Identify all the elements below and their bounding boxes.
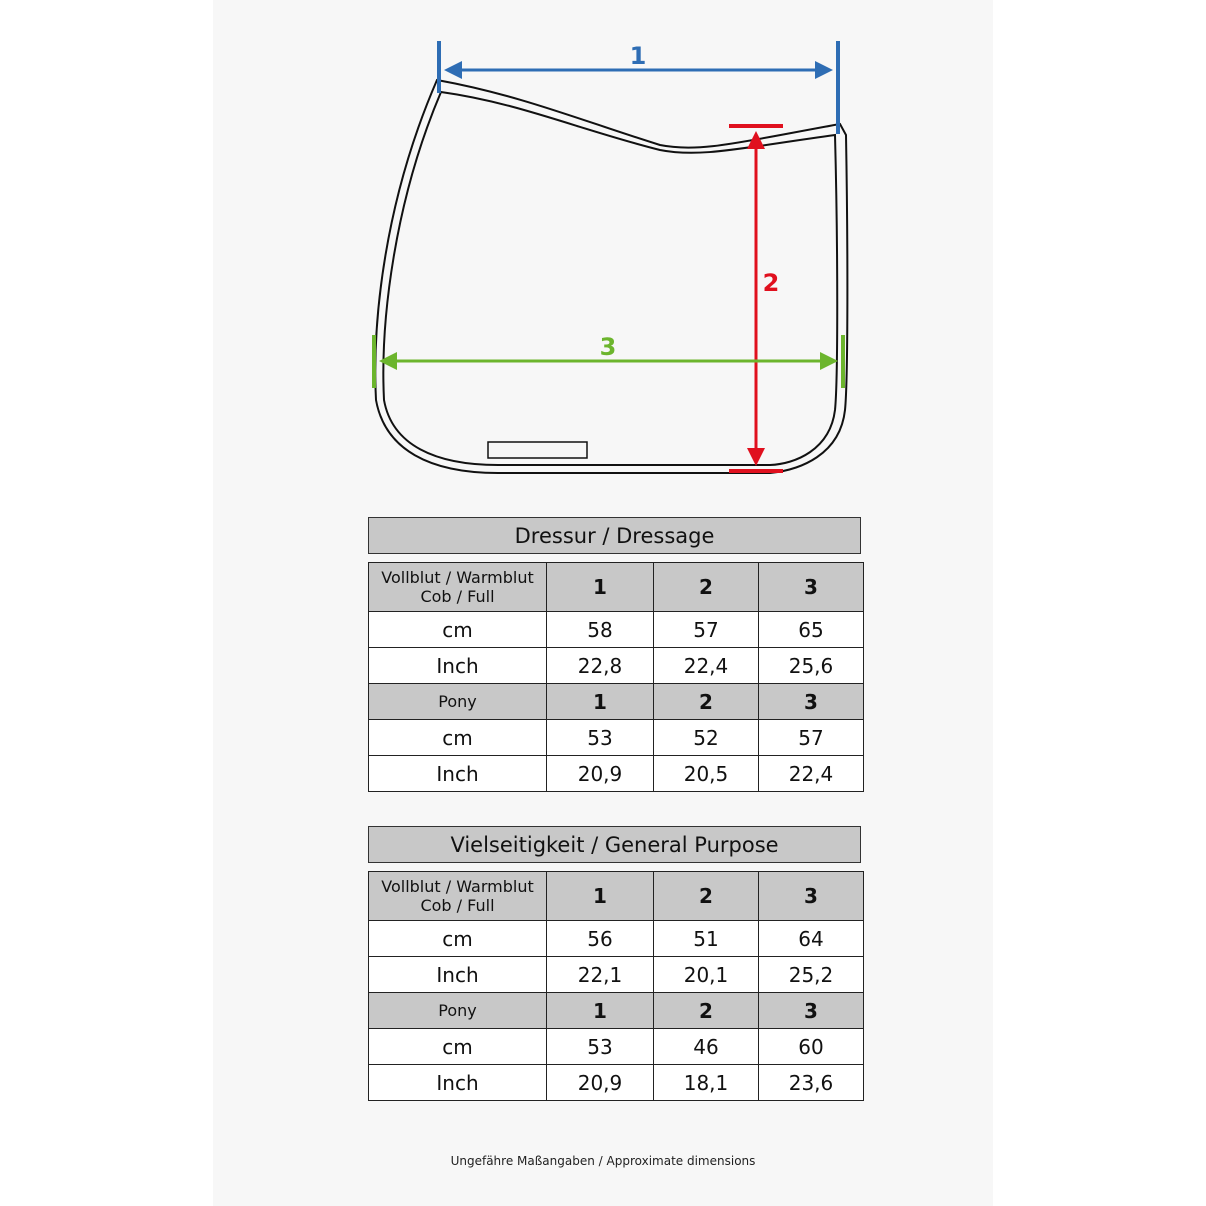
dimension-1: 1 (437, 41, 840, 134)
unit-label: Inch (368, 647, 547, 684)
measurement-value: 53 (546, 1028, 654, 1065)
size-row-cm: cm 53 52 57 (368, 719, 864, 756)
dimension-column-header-1: 1 (546, 992, 654, 1029)
measurement-value: 20,9 (546, 755, 654, 792)
dimension-column-header-2: 2 (653, 683, 759, 720)
measurement-value: 20,9 (546, 1064, 654, 1101)
unit-label: Inch (368, 755, 547, 792)
measurement-value: 22,1 (546, 956, 654, 993)
measurement-value: 57 (758, 719, 864, 756)
dimension-3-label: 3 (600, 333, 617, 361)
size-row-cm: cm 56 51 64 (368, 920, 864, 957)
dimension-3: 3 (372, 333, 845, 388)
measurement-value: 18,1 (653, 1064, 759, 1101)
unit-label: cm (368, 920, 547, 957)
size-group-header-row: Pony 1 2 3 (368, 683, 864, 720)
measurement-value: 20,5 (653, 755, 759, 792)
unit-label: cm (368, 611, 547, 648)
measurement-value: 53 (546, 719, 654, 756)
measurement-value: 51 (653, 920, 759, 957)
saddle-pad-diagram: 1 2 3 (372, 41, 849, 474)
size-group-label-line: Pony (438, 1001, 477, 1020)
measurement-value: 23,6 (758, 1064, 864, 1101)
general-purpose-size-table: Vollblut / Warmblut Cob / Full 1 2 3 cm 56 51 64… (368, 871, 864, 1101)
measurement-value: 22,8 (546, 647, 654, 684)
measurement-value: 25,2 (758, 956, 864, 993)
dimension-column-header-3: 3 (758, 683, 864, 720)
size-group-label: Pony (368, 992, 547, 1029)
dimension-column-header-1: 1 (546, 871, 654, 921)
size-row-cm: cm 53 46 60 (368, 1028, 864, 1065)
size-row-inch: Inch 22,1 20,1 25,2 (368, 956, 864, 993)
size-group-label-line: Vollblut / Warmblut (381, 877, 534, 896)
unit-label: Inch (368, 956, 547, 993)
dimension-column-header-3: 3 (758, 562, 864, 612)
size-group-header-row: Vollblut / Warmblut Cob / Full 1 2 3 (368, 562, 864, 612)
size-group-label-line: Cob / Full (420, 896, 495, 915)
measurement-value: 22,4 (758, 755, 864, 792)
size-group-label: Vollblut / Warmblut Cob / Full (368, 871, 547, 921)
size-row-inch: Inch 20,9 18,1 23,6 (368, 1064, 864, 1101)
dimension-column-header-2: 2 (653, 871, 759, 921)
measurement-value: 46 (653, 1028, 759, 1065)
size-group-header-row: Vollblut / Warmblut Cob / Full 1 2 3 (368, 871, 864, 921)
measurement-value: 56 (546, 920, 654, 957)
unit-label: cm (368, 1028, 547, 1065)
dimension-1-label: 1 (630, 42, 647, 70)
measurement-value: 57 (653, 611, 759, 648)
unit-label: cm (368, 719, 547, 756)
dressage-size-table: Vollblut / Warmblut Cob / Full 1 2 3 cm 58 57 65… (368, 562, 864, 792)
footnote: Ungefähre Maßangaben / Approximate dimen… (450, 1154, 756, 1168)
dimension-2: 2 (729, 124, 783, 473)
measurement-value: 64 (758, 920, 864, 957)
measurement-value: 20,1 (653, 956, 759, 993)
dimension-column-header-1: 1 (546, 562, 654, 612)
dimension-2-label: 2 (763, 269, 780, 297)
size-group-label-line: Pony (438, 692, 477, 711)
measurement-value: 60 (758, 1028, 864, 1065)
measurement-value: 58 (546, 611, 654, 648)
measurement-value: 65 (758, 611, 864, 648)
size-group-label: Vollblut / Warmblut Cob / Full (368, 562, 547, 612)
size-group-header-row: Pony 1 2 3 (368, 992, 864, 1029)
size-row-inch: Inch 20,9 20,5 22,4 (368, 755, 864, 792)
size-group-label-line: Vollblut / Warmblut (381, 568, 534, 587)
measurement-value: 22,4 (653, 647, 759, 684)
size-row-cm: cm 58 57 65 (368, 611, 864, 648)
general-purpose-table-title: Vielseitigkeit / General Purpose (368, 826, 861, 863)
measurement-value: 52 (653, 719, 759, 756)
dimension-column-header-2: 2 (653, 562, 759, 612)
dressage-table-title: Dressur / Dressage (368, 517, 861, 554)
dimension-column-header-3: 3 (758, 871, 864, 921)
size-group-label: Pony (368, 683, 547, 720)
dimension-column-header-2: 2 (653, 992, 759, 1029)
unit-label: Inch (368, 1064, 547, 1101)
size-row-inch: Inch 22,8 22,4 25,6 (368, 647, 864, 684)
size-group-label-line: Cob / Full (420, 587, 495, 606)
dimension-column-header-3: 3 (758, 992, 864, 1029)
dimension-column-header-1: 1 (546, 683, 654, 720)
measurement-value: 25,6 (758, 647, 864, 684)
